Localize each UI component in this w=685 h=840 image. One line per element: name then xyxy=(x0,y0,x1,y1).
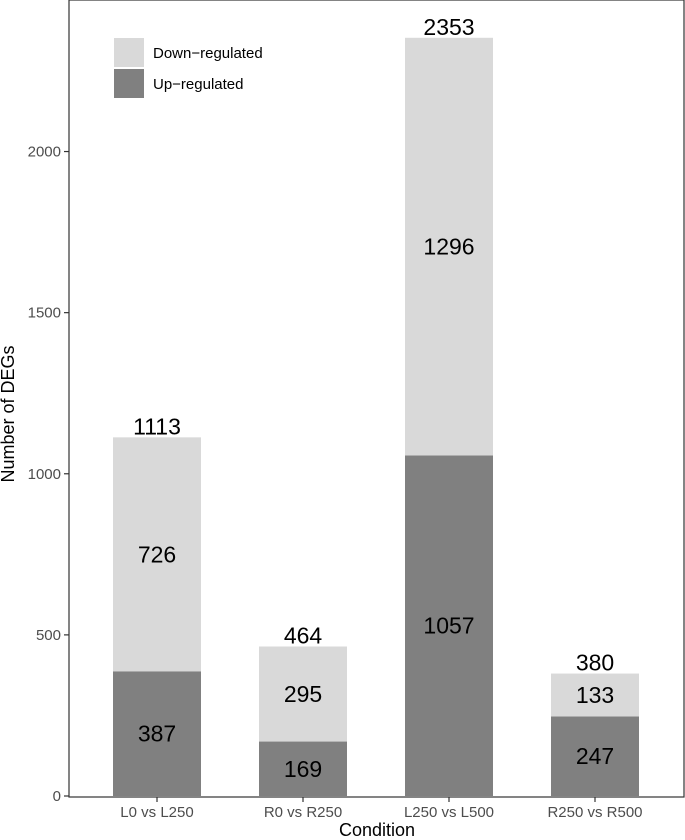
bar-label-down-0: 726 xyxy=(138,541,176,567)
bar-label-down-1: 295 xyxy=(284,681,322,707)
y-axis-title: Number of DEGs xyxy=(0,345,18,482)
bars-layer: 387 726 1113 169 295 464 1057 1296 2353 247 133 380 xyxy=(113,14,639,796)
bar-total-3: 380 xyxy=(576,650,614,676)
bar-down-2 xyxy=(405,37,493,456)
y-tick-label-0: 0 xyxy=(53,788,61,805)
bar-down-0 xyxy=(113,437,201,672)
x-axis: L0 vs L250 R0 vs R250 L250 vs L500 R250 vs … xyxy=(120,797,643,821)
bar-total-2: 2353 xyxy=(423,14,474,40)
y-tick-label-4: 2000 xyxy=(28,144,61,161)
x-axis-title: Condition xyxy=(339,820,415,840)
legend-label-up: Up−regulated xyxy=(153,76,243,93)
legend-swatch-up xyxy=(114,69,144,98)
bar-total-0: 1113 xyxy=(133,413,181,439)
x-tick-label-1: R0 vs R250 xyxy=(264,804,342,821)
bar-total-1: 464 xyxy=(284,622,323,648)
bar-label-up-1: 169 xyxy=(284,756,322,782)
bar-label-down-2: 1296 xyxy=(423,234,474,260)
bar-down-3 xyxy=(551,673,639,717)
bar-up-2 xyxy=(405,455,493,796)
y-tick-label-3: 1500 xyxy=(28,305,61,322)
x-tick-label-3: R250 vs R500 xyxy=(547,804,642,821)
bar-down-1 xyxy=(259,646,347,742)
bar-up-3 xyxy=(551,716,639,796)
legend: Down−regulated Up−regulated xyxy=(114,38,263,98)
bar-label-up-2: 1057 xyxy=(423,613,474,639)
bar-label-up-3: 247 xyxy=(576,743,614,769)
bar-up-0 xyxy=(113,671,201,796)
x-tick-label-0: L0 vs L250 xyxy=(120,804,193,821)
legend-label-down: Down−regulated xyxy=(153,45,263,62)
y-tick-label-2: 1000 xyxy=(28,466,61,483)
x-tick-label-2: L250 vs L500 xyxy=(404,804,494,821)
y-axis: 0 500 1000 1500 2000 xyxy=(28,144,69,805)
y-tick-label-1: 500 xyxy=(36,627,61,644)
bar-label-up-0: 387 xyxy=(138,721,176,747)
bar-label-down-3: 133 xyxy=(576,682,614,708)
bar-up-1 xyxy=(259,741,347,796)
legend-swatch-down xyxy=(114,38,144,67)
